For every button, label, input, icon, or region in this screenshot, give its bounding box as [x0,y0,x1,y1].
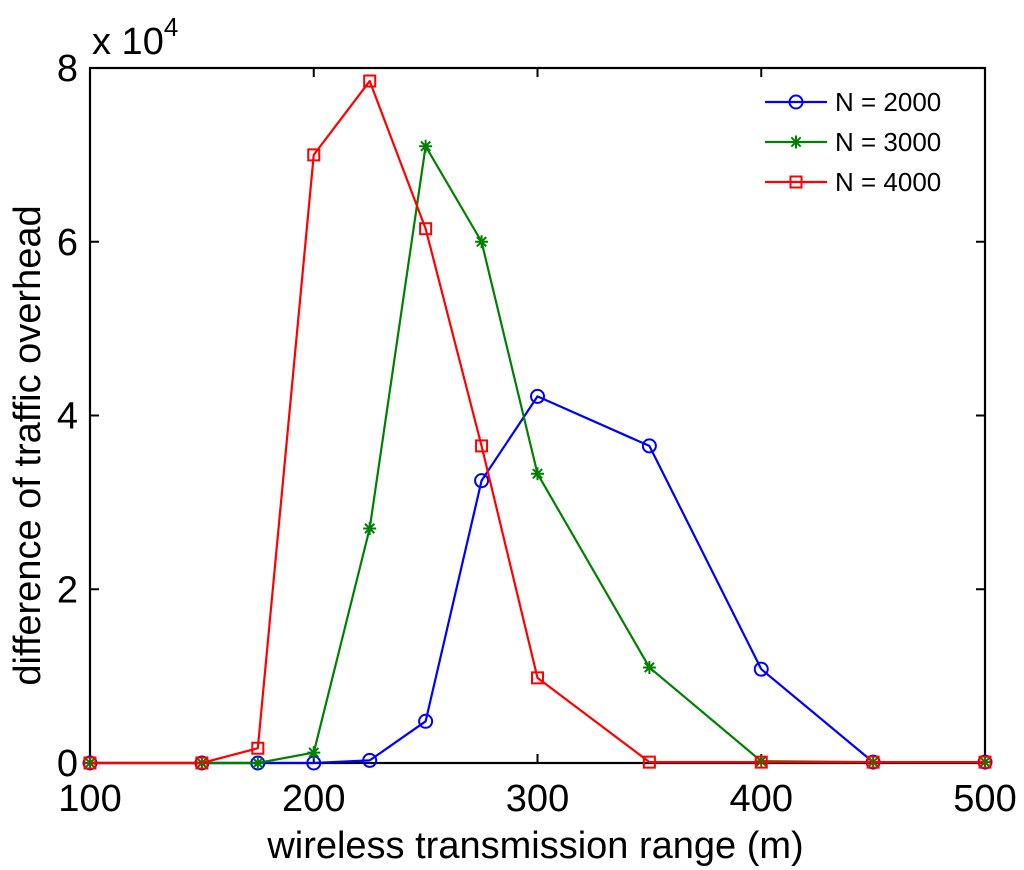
circle-marker [753,661,769,677]
y-scale-multiplier: x 104 [92,12,178,63]
legend-item: N = 3000 [765,127,941,157]
legend-item: N = 4000 [765,167,941,197]
square-marker [251,741,265,755]
square-marker [642,755,656,769]
y-tick-label: 0 [57,743,78,785]
x-tick-label: 400 [730,778,793,820]
series-layer [82,74,993,771]
y-axis-title: difference of traffic overhead [7,205,49,685]
y-tick-label: 2 [57,569,78,611]
legend-label: N = 2000 [835,87,941,117]
y-tick-label: 8 [57,48,78,90]
star-marker [419,139,433,153]
y-scale-exponent: 4 [164,12,178,42]
square-marker [419,222,433,236]
square-marker [307,148,321,162]
series-line [90,79,985,765]
legend-item: N = 2000 [765,87,941,117]
series-line [90,395,985,765]
square-marker [754,755,768,769]
square-marker [195,756,209,770]
y-tick-label: 6 [57,222,78,264]
square-marker [866,755,880,769]
circle-marker [788,94,804,110]
x-tick-label: 200 [282,778,345,820]
star-marker [475,235,489,249]
square-marker [789,175,803,189]
circle-marker [530,388,545,404]
axis-ticks: 100 200 300 400 500 0 2 4 6 8 [57,48,1017,820]
legend-label: N = 3000 [835,127,941,157]
star-marker [789,135,803,149]
star-marker [251,756,265,770]
x-tick-label: 300 [506,778,569,820]
y-scale-base: x 10 [92,21,164,63]
circle-marker [474,473,490,489]
legend: N = 2000 N = 3000 N = 4000 [765,87,941,197]
series-line [90,145,985,765]
square-marker [83,756,97,770]
legend-label: N = 4000 [835,167,941,197]
series-1 [82,388,993,771]
circle-marker [362,752,378,768]
square-marker [978,755,992,769]
star-marker [642,660,656,674]
star-marker [531,467,544,481]
square-marker [531,671,544,685]
star-marker [307,746,321,760]
y-tick-label: 4 [57,396,78,438]
x-axis-title: wireless transmission range (m) [266,825,803,867]
star-marker [363,521,377,535]
x-tick-label: 100 [58,778,121,820]
x-tick-label: 500 [953,778,1016,820]
circle-marker [641,438,657,454]
circle-marker [418,713,434,729]
square-marker [475,439,489,453]
series-3 [83,74,992,770]
square-marker [363,74,377,88]
